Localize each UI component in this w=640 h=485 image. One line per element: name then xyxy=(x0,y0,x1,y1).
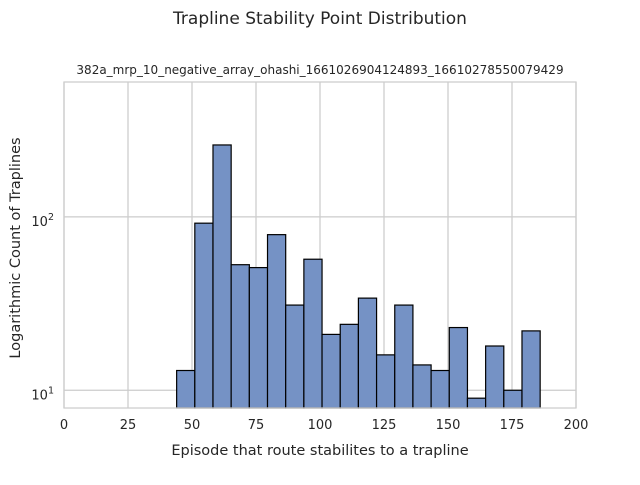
histogram-bar xyxy=(375,354,396,409)
y-tick-label: 101 xyxy=(31,385,54,403)
x-tick-label: 150 xyxy=(436,418,461,433)
x-tick-label: 200 xyxy=(564,418,589,433)
histogram-bar xyxy=(176,369,196,409)
chart-suptitle: Trapline Stability Point Distribution xyxy=(172,9,467,29)
histogram-bar xyxy=(194,222,214,409)
x-tick-label: 50 xyxy=(184,418,201,433)
histogram-bar xyxy=(503,389,523,409)
y-axis-label: Logarithmic Count of Traplines xyxy=(8,137,24,358)
histogram-bar xyxy=(248,266,269,409)
histogram-bar xyxy=(303,258,323,409)
x-axis-label: Episode that route stabilites to a trapl… xyxy=(171,443,468,459)
histogram-bar xyxy=(430,369,450,409)
x-tick-label: 0 xyxy=(60,418,68,433)
histogram-bar xyxy=(321,333,341,409)
x-tick-label: 100 xyxy=(308,418,333,433)
plot-frame xyxy=(63,81,577,409)
histogram-bar xyxy=(448,326,469,409)
histogram-bar xyxy=(521,330,541,409)
histogram-bar xyxy=(466,397,487,409)
histogram-bar xyxy=(394,304,414,409)
x-tick-label: 125 xyxy=(372,418,397,433)
histogram-bar xyxy=(339,323,359,409)
tick-labels: 0 25 50 75 100 125 150 175 200 101 102 xyxy=(31,212,588,433)
chart-title: 382a_mrp_10_negative_array_ohashi_166102… xyxy=(76,63,563,77)
histogram-bar xyxy=(357,297,378,409)
x-tick-label: 175 xyxy=(500,418,525,433)
x-tick-label: 25 xyxy=(120,418,137,433)
x-tick-label: 75 xyxy=(248,418,265,433)
histogram-bar xyxy=(266,234,287,409)
histogram-bar xyxy=(285,304,305,409)
histogram-bar xyxy=(412,364,432,409)
histogram-bar xyxy=(485,345,505,409)
histogram-bar xyxy=(212,144,232,409)
y-tick-label: 102 xyxy=(31,212,54,230)
histogram-bar xyxy=(230,264,250,409)
